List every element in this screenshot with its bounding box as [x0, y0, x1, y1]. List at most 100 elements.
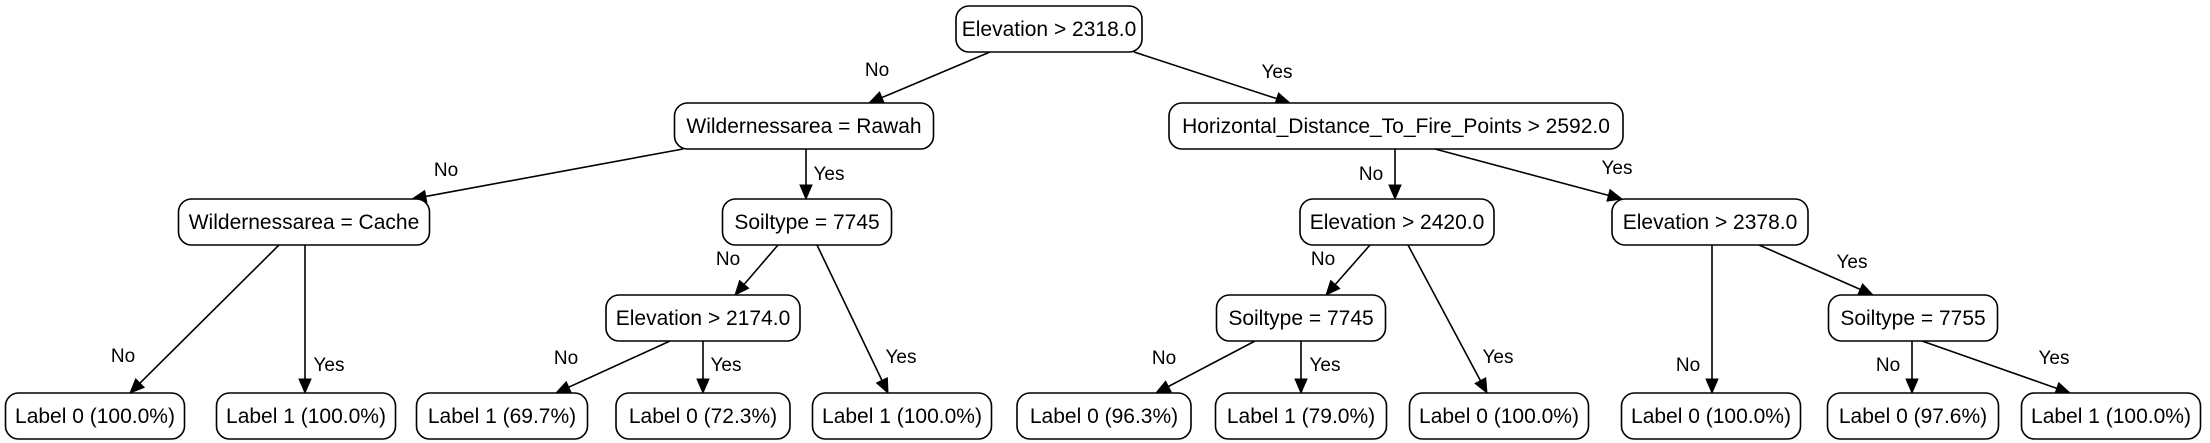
edge-no: No [1876, 341, 1919, 395]
node-box [2020, 392, 2202, 440]
leaf-node: Label 0 (96.3%) [1016, 392, 1192, 440]
arrowhead [867, 91, 885, 104]
decision-node: Soiltype = 7745 [721, 198, 893, 246]
node-label: Label 1 (69.7%) [428, 405, 576, 428]
edge-line [1133, 51, 1277, 100]
arrowhead [875, 377, 889, 395]
edge-yes: Yes [1407, 244, 1514, 395]
leaf-node: Label 0 (97.6%) [1826, 392, 2000, 440]
node-box [615, 392, 791, 440]
leaf-node: Label 1 (100.0%) [811, 392, 993, 440]
node-box [1016, 392, 1192, 440]
arrowhead [1905, 378, 1919, 395]
edge-label: Yes [711, 355, 742, 376]
node-label: Elevation > 2378.0 [1623, 211, 1798, 234]
node-label: Elevation > 2420.0 [1310, 211, 1485, 234]
arrowhead [1857, 282, 1875, 296]
edge-yes: Yes [696, 341, 742, 395]
edge-label: No [1359, 164, 1383, 185]
edge-label: Yes [1262, 62, 1293, 83]
arrowhead [1294, 378, 1308, 395]
edge-label: No [434, 160, 458, 181]
edge-label: No [111, 346, 135, 367]
decision-node: Horizontal_Distance_To_Fire_Points > 259… [1168, 102, 1624, 150]
edge-line [425, 148, 684, 198]
arrowhead [734, 279, 750, 296]
node-label: Soiltype = 7745 [734, 211, 879, 234]
edge-label: Yes [814, 164, 845, 185]
edge-line [881, 51, 991, 99]
node-label: Wildernessarea = Rawah [686, 115, 921, 138]
node-box [1299, 198, 1495, 246]
edges-layer: No Yes No Yes No Yes No Yes No Yes No Yes No Yes No Yes… [111, 51, 2072, 395]
node-box [177, 198, 431, 246]
edge-no: No [1152, 340, 1256, 394]
edge-no: No [1359, 149, 1402, 201]
node-box [1620, 392, 1802, 440]
node-label: Elevation > 2318.0 [962, 18, 1137, 41]
node-box [415, 392, 589, 440]
decision-node: Wildernessarea = Rawah [673, 102, 935, 150]
edge-yes: Yes [816, 244, 917, 395]
node-label: Soiltype = 7755 [1840, 307, 1985, 330]
node-label: Label 0 (100.0%) [1419, 405, 1579, 428]
edge-label: Yes [1483, 347, 1514, 368]
edge-label: No [554, 348, 578, 369]
node-label: Label 0 (100.0%) [1631, 405, 1791, 428]
edge-no: No [865, 51, 991, 104]
edge-line [1758, 244, 1861, 291]
node-box [1827, 294, 1999, 342]
arrowhead [799, 184, 813, 201]
edge-yes: Yes [1133, 51, 1293, 105]
edge-label: Yes [314, 355, 345, 376]
edge-label: No [1152, 348, 1176, 369]
node-box [1214, 392, 1388, 440]
arrowhead [1705, 378, 1719, 395]
arrowhead [1325, 279, 1341, 296]
node-box [721, 198, 893, 246]
edge-label: Yes [2039, 348, 2070, 369]
node-box [1168, 102, 1624, 150]
node-label: Label 0 (100.0%) [15, 405, 175, 428]
node-box [955, 5, 1143, 53]
node-label: Label 0 (72.3%) [629, 405, 777, 428]
leaf-node: Label 1 (69.7%) [415, 392, 589, 440]
leaf-node: Label 1 (100.0%) [215, 392, 397, 440]
edge-yes: Yes [799, 149, 845, 201]
decision-node: Elevation > 2378.0 [1611, 198, 1809, 246]
node-label: Horizontal_Distance_To_Fire_Points > 259… [1182, 115, 1610, 138]
edge-label: No [716, 249, 740, 270]
node-label: Label 0 (96.3%) [1030, 405, 1178, 428]
arrowhead [129, 377, 146, 394]
arrowhead [1606, 188, 1624, 202]
node-box [811, 392, 993, 440]
edge-label: No [1876, 355, 1900, 376]
decision-node: Wildernessarea = Cache [177, 198, 431, 246]
decision-node: Elevation > 2318.0 [955, 5, 1143, 53]
node-label: Wildernessarea = Cache [189, 211, 420, 234]
edge-line [568, 340, 671, 388]
edge-line [1168, 340, 1256, 388]
nodes-layer: Elevation > 2318.0 Wildernessarea = Rawah… [4, 5, 2202, 440]
edge-label: Yes [1602, 158, 1633, 179]
node-box [1826, 392, 2000, 440]
edge-no: No [1311, 244, 1371, 296]
arrowhead [1388, 184, 1402, 201]
node-box [1611, 198, 1809, 246]
node-box [1215, 294, 1387, 342]
edge-yes: Yes [1294, 341, 1341, 395]
edge-no: No [1676, 245, 1719, 395]
node-box [4, 392, 186, 440]
arrowhead [1154, 380, 1172, 394]
node-box [1408, 392, 1590, 440]
arrowhead [298, 378, 312, 395]
decision-node: Soiltype = 7755 [1827, 294, 1999, 342]
node-label: Soiltype = 7745 [1228, 307, 1373, 330]
edge-label: Yes [1837, 252, 1868, 273]
leaf-node: Label 1 (100.0%) [2020, 392, 2202, 440]
edge-line [139, 244, 280, 384]
leaf-node: Label 0 (100.0%) [4, 392, 186, 440]
edge-yes: Yes [298, 245, 345, 395]
edge-no: No [410, 148, 684, 204]
